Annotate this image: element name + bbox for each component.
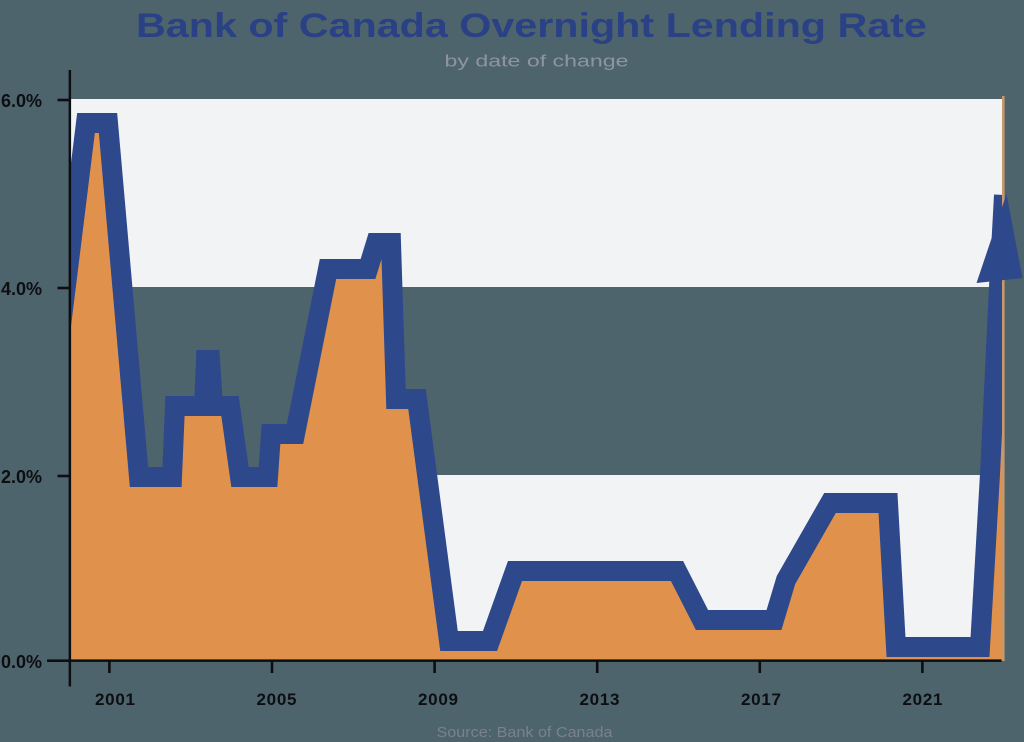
svg-text:0.0%: 0.0% bbox=[1, 652, 42, 672]
svg-text:2001: 2001 bbox=[95, 690, 135, 709]
svg-text:2017: 2017 bbox=[741, 690, 781, 709]
svg-text:2005: 2005 bbox=[257, 690, 297, 709]
svg-text:2021: 2021 bbox=[903, 690, 943, 709]
svg-text:2.0%: 2.0% bbox=[1, 467, 42, 487]
svg-text:2013: 2013 bbox=[580, 690, 620, 709]
svg-text:4.0%: 4.0% bbox=[1, 279, 42, 299]
svg-text:Source: Bank of Canada: Source: Bank of Canada bbox=[437, 724, 613, 740]
svg-text:6.0%: 6.0% bbox=[1, 91, 42, 111]
svg-text:by date of change: by date of change bbox=[445, 52, 629, 70]
svg-text:Bank of Canada Overnight Lendi: Bank of Canada Overnight Lending Rate bbox=[136, 7, 927, 45]
svg-text:2009: 2009 bbox=[418, 690, 458, 709]
